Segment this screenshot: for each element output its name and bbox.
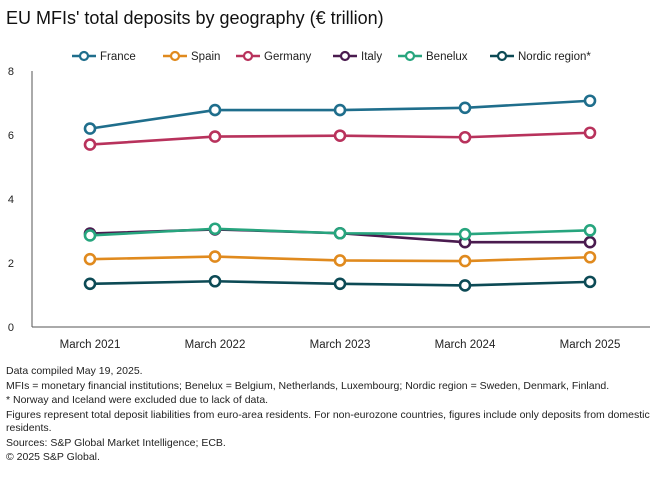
series-nordic-region bbox=[83, 274, 597, 292]
data-point bbox=[208, 130, 222, 143]
data-point bbox=[83, 229, 97, 242]
y-tick-label: 2 bbox=[8, 258, 14, 270]
legend-item: France bbox=[72, 50, 136, 63]
legend-label: Spain bbox=[191, 51, 220, 63]
data-point bbox=[208, 274, 222, 288]
note-figures: Figures represent total deposit liabilit… bbox=[6, 408, 650, 435]
legend-item: Benelux bbox=[398, 50, 468, 63]
data-point bbox=[458, 101, 472, 115]
data-point bbox=[83, 138, 97, 151]
data-point bbox=[583, 250, 597, 264]
legend-marker bbox=[242, 50, 254, 62]
note-compiled: Data compiled May 19, 2025. bbox=[6, 365, 143, 377]
x-tick-label: March 2021 bbox=[60, 339, 121, 351]
data-point bbox=[458, 130, 472, 144]
data-point bbox=[458, 227, 472, 241]
legend-item: Nordic region* bbox=[490, 50, 591, 63]
data-point bbox=[458, 279, 472, 292]
data-point bbox=[208, 222, 222, 236]
x-tick-label: March 2024 bbox=[435, 339, 496, 351]
legend-marker bbox=[339, 50, 351, 62]
data-point bbox=[333, 129, 347, 142]
data-point bbox=[583, 275, 597, 289]
footnotes: Data compiled May 19, 2025. MFIs = monet… bbox=[6, 365, 656, 466]
y-tick-label: 6 bbox=[8, 130, 14, 142]
legend-label: Nordic region* bbox=[518, 51, 591, 63]
legend-item: Spain bbox=[163, 50, 220, 63]
x-tick-label: March 2022 bbox=[185, 339, 246, 351]
data-point bbox=[333, 254, 347, 267]
legend-item: Germany bbox=[236, 50, 312, 63]
x-tick-label: March 2025 bbox=[560, 339, 621, 351]
data-point bbox=[333, 226, 347, 240]
legend-marker bbox=[169, 50, 181, 62]
data-point bbox=[83, 122, 97, 135]
y-tick-label: 0 bbox=[8, 322, 14, 334]
legend-label: Benelux bbox=[426, 51, 468, 63]
y-tick-label: 8 bbox=[8, 66, 14, 78]
series-benelux bbox=[83, 222, 597, 242]
data-point bbox=[333, 103, 347, 117]
legend-label: France bbox=[100, 51, 136, 63]
data-point bbox=[208, 250, 222, 263]
data-point bbox=[83, 252, 97, 266]
x-tick-label: March 2023 bbox=[310, 339, 371, 351]
legend-label: Germany bbox=[264, 51, 312, 63]
legend-label: Italy bbox=[361, 51, 382, 63]
note-definitions: MFIs = monetary financial institutions; … bbox=[6, 379, 610, 392]
series-spain bbox=[83, 250, 597, 268]
note-sources: Sources: S&P Global Market Intelligence;… bbox=[6, 436, 226, 449]
data-point bbox=[583, 126, 597, 140]
chart-title: EU MFIs' total deposits by geography (€ … bbox=[6, 8, 384, 28]
legend-marker bbox=[78, 50, 90, 62]
y-tick-label: 4 bbox=[8, 194, 14, 206]
legend-marker bbox=[496, 50, 508, 62]
data-point bbox=[208, 103, 222, 117]
data-point bbox=[583, 235, 597, 249]
legend-item: Italy bbox=[333, 50, 382, 63]
legend-marker bbox=[404, 50, 416, 62]
data-point bbox=[458, 254, 472, 268]
data-point bbox=[83, 277, 97, 291]
line-chart: 0 2 4 6 8 March 2021 March 2022 March 2023 March… bbox=[8, 50, 650, 351]
note-exclusion: * Norway and Iceland were excluded due t… bbox=[6, 394, 269, 406]
note-copyright: © 2025 S&P Global. bbox=[6, 451, 100, 463]
data-point bbox=[333, 277, 347, 291]
data-point bbox=[583, 94, 597, 108]
data-point bbox=[583, 224, 597, 237]
series-germany bbox=[83, 126, 597, 151]
series-france bbox=[83, 94, 597, 135]
